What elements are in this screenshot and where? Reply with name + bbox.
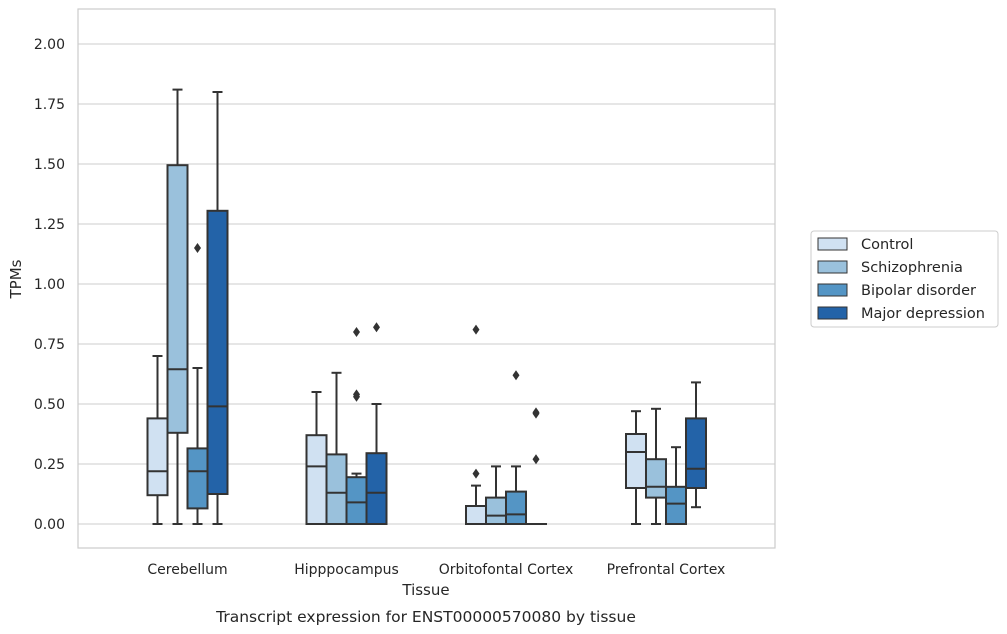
outlier-point [532, 407, 540, 418]
box-body [685, 417, 707, 489]
x-tick-label: Orbitofontal Cortex [439, 562, 574, 578]
box-body [645, 458, 667, 499]
box-control [625, 410, 647, 525]
legend-item: Bipolar disorder [817, 283, 976, 299]
x-tick-label: Cerebellum [147, 562, 227, 578]
box-bipolar-disorder [665, 446, 687, 525]
box-major-depression [525, 407, 547, 526]
outlier-point [353, 327, 360, 337]
y-tick-label: 0.25 [34, 457, 65, 473]
legend-label: Schizophrenia [861, 260, 963, 276]
x-axis-label: Tissue [401, 581, 449, 599]
x-axis-ticks: Cerebellum Hipppocampus Orbitofontal Corte… [147, 562, 725, 578]
box-bipolar-disorder [505, 370, 527, 526]
y-tick-label: 1.25 [34, 217, 65, 233]
legend-item: Major depression [817, 306, 985, 322]
legend-swatch [817, 306, 848, 320]
y-tick-label: 1.00 [34, 277, 65, 293]
legend-item: Control [817, 237, 913, 253]
box-body [305, 434, 328, 526]
legend-swatch [817, 260, 848, 274]
box-major-depression [365, 322, 388, 526]
outlier-point [472, 324, 480, 335]
y-axis-label: TPMs [7, 259, 25, 299]
box-schizophrenia [645, 407, 667, 525]
box-control [465, 324, 487, 525]
box-body [206, 209, 229, 496]
box-body [325, 453, 348, 525]
box-bipolar-disorder [345, 327, 368, 526]
box-control [146, 355, 169, 525]
y-axis-ticks: 0.00 0.25 0.50 0.75 1.00 1.25 1.50 1.75 2.00 [34, 37, 65, 533]
box-body [146, 417, 169, 497]
box-body [625, 433, 647, 489]
box-schizophrenia [166, 88, 189, 525]
boxes [146, 88, 707, 526]
outlier-point [532, 454, 540, 465]
plot-frame [77, 8, 776, 549]
legend-label: Major depression [861, 306, 985, 322]
y-tick-label: 1.75 [34, 97, 65, 113]
box-body [505, 490, 527, 526]
box-schizophrenia [485, 465, 507, 526]
box-body [345, 476, 368, 526]
legend-item: Schizophrenia [817, 260, 963, 276]
box-bipolar-disorder [186, 243, 209, 525]
chart-caption: Transcript expression for ENST0000057008… [215, 608, 636, 626]
outlier-point [353, 389, 360, 400]
outlier-point [512, 370, 520, 381]
box-schizophrenia [325, 371, 348, 525]
legend-label: Control [861, 237, 913, 253]
legend-frame [810, 230, 999, 328]
box-body [365, 452, 388, 526]
box-control [305, 391, 328, 526]
y-tick-label: 0.00 [34, 517, 65, 533]
box-major-depression [685, 381, 707, 509]
y-tick-label: 0.50 [34, 397, 65, 413]
x-tick-label: Prefrontal Cortex [607, 562, 726, 578]
legend-swatch [817, 237, 848, 251]
outlier-point [373, 322, 380, 333]
box-body [485, 496, 507, 526]
legend-label: Bipolar disorder [861, 283, 976, 299]
box-body [465, 505, 487, 525]
outlier-point [472, 468, 480, 479]
legend: Control Schizophrenia Bipolar disorder Majo… [810, 230, 999, 328]
box-major-depression [206, 91, 229, 525]
box-body [665, 485, 687, 525]
legend-swatch [817, 283, 848, 297]
y-tick-label: 1.50 [34, 157, 65, 173]
outlier-point [194, 243, 201, 253]
box-body [186, 447, 209, 510]
box-body [166, 164, 189, 434]
y-tick-label: 2.00 [34, 37, 65, 53]
y-tick-label: 0.75 [34, 337, 65, 353]
x-tick-label: Hipppocampus [294, 562, 399, 578]
